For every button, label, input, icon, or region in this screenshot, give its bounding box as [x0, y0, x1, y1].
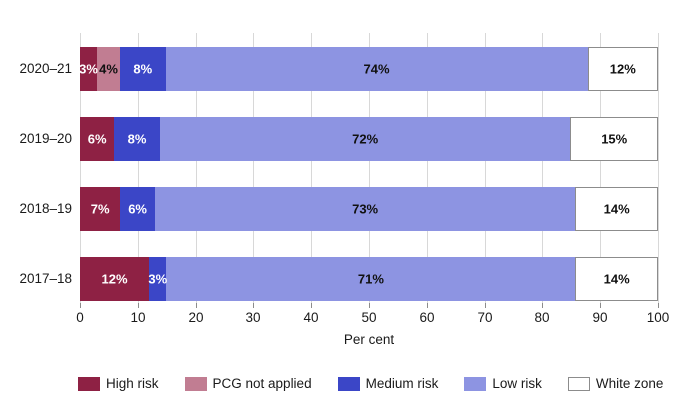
grid-line-30 [253, 33, 254, 303]
bar-segment: 74% [165, 47, 588, 91]
segment-value-label: 7% [90, 201, 110, 217]
bar-segment: 12% [587, 47, 658, 91]
plot-area: 3% 4% 8% 74% 12% 6% 8% 72% 15% 7% 6% 73% 14% 12% 3% 71%… [79, 33, 659, 303]
segment-value-label: 12% [101, 271, 128, 287]
segment-value-label: 8% [133, 61, 153, 77]
segment-value-label: 3% [148, 271, 168, 287]
legend-label: PCG not applied [212, 376, 312, 391]
segment-value-label: 6% [87, 131, 107, 147]
y-axis-label-2020–21: 2020–21 [19, 61, 72, 76]
x-tick-label-10: 10 [130, 310, 146, 325]
x-tick-mark-0 [80, 303, 81, 308]
x-tick-label-80: 80 [534, 310, 550, 325]
bar-row-2020–21: 3% 4% 8% 74% 12% [79, 47, 658, 91]
x-tick-label-70: 70 [477, 310, 493, 325]
x-tick-mark-70 [485, 303, 486, 308]
legend-item-low-risk: Low risk [464, 376, 542, 391]
x-tick-label-100: 100 [646, 310, 670, 325]
bar-segment: 3% [148, 257, 168, 301]
bar-segment: 8% [114, 117, 160, 161]
legend-swatch-icon [184, 376, 207, 391]
x-axis-title: Per cent [343, 332, 395, 347]
y-axis-label-2018–19: 2018–19 [19, 201, 72, 216]
bar-row-2019–20: 6% 8% 72% 15% [80, 117, 658, 161]
segment-value-label: 3% [79, 61, 98, 77]
bar-segment: 14% [575, 187, 658, 231]
x-tick-label-50: 50 [361, 310, 377, 325]
legend-label: White zone [595, 376, 664, 391]
y-axis-label-2017–18: 2017–18 [19, 271, 72, 286]
segment-value-label: 8% [127, 131, 147, 147]
segment-value-label: 73% [352, 201, 379, 217]
segment-value-label: 74% [363, 61, 390, 77]
grid-line-100 [658, 33, 659, 303]
x-tick-mark-30 [253, 303, 254, 308]
segment-value-label: 15% [601, 131, 628, 147]
bar-segment: 6% [120, 187, 155, 231]
legend-item-pcg-not-applied: PCG not applied [184, 376, 312, 391]
x-tick-label-20: 20 [188, 310, 204, 325]
x-tick-label-30: 30 [245, 310, 261, 325]
grid-line-40 [311, 33, 312, 303]
bar-segment: 14% [575, 257, 658, 301]
bar-segment: 12% [80, 257, 150, 301]
x-tick-mark-20 [196, 303, 197, 308]
legend: High risk PCG not applied Medium risk Low r… [78, 376, 663, 391]
segment-value-label: 14% [603, 201, 630, 217]
segment-value-label: 6% [128, 201, 147, 217]
bar-segment: 4% [97, 47, 120, 91]
legend-swatch-icon [337, 376, 360, 391]
bar-segment: 73% [154, 187, 576, 231]
x-tick-mark-100 [658, 303, 659, 308]
segment-value-label: 12% [609, 61, 636, 77]
x-tick-label-90: 90 [592, 310, 608, 325]
grid-line-10 [138, 33, 139, 303]
segment-value-label: 4% [99, 61, 118, 77]
bar-row-2017–18: 12% 3% 71% 14% [80, 257, 658, 301]
x-tick-label-60: 60 [419, 310, 435, 325]
bar-segment: 3% [79, 47, 98, 91]
x-tick-mark-40 [311, 303, 312, 308]
legend-swatch-icon [567, 376, 590, 391]
bar-segment: 71% [166, 257, 576, 301]
x-tick-mark-60 [427, 303, 428, 308]
x-tick-mark-50 [369, 303, 370, 308]
legend-item-high-risk: High risk [78, 376, 159, 391]
grid-line-70 [485, 33, 486, 303]
bar-segment: 72% [159, 117, 571, 161]
bar-segment: 7% [80, 187, 121, 231]
bar-segment: 8% [119, 47, 166, 91]
x-tick-mark-90 [600, 303, 601, 308]
x-tick-label-40: 40 [303, 310, 319, 325]
bar-segment: 15% [570, 117, 658, 161]
y-axis-label-2019–20: 2019–20 [19, 131, 72, 146]
bar-row-2018–19: 7% 6% 73% 14% [80, 187, 658, 231]
legend-item-white-zone: White zone [567, 376, 664, 391]
segment-value-label: 71% [357, 271, 384, 287]
legend-label: High risk [106, 376, 159, 391]
legend-label: Low risk [492, 376, 542, 391]
grid-line-20 [196, 33, 197, 303]
grid-line-0 [80, 33, 81, 303]
grid-line-90 [600, 33, 601, 303]
x-tick-mark-80 [542, 303, 543, 308]
grid-line-80 [542, 33, 543, 303]
segment-value-label: 14% [603, 271, 630, 287]
x-tick-mark-10 [138, 303, 139, 308]
legend-item-medium-risk: Medium risk [337, 376, 439, 391]
legend-label: Medium risk [365, 376, 439, 391]
legend-swatch-icon [78, 376, 100, 391]
grid-line-60 [427, 33, 428, 303]
legend-swatch-icon [464, 376, 487, 391]
segment-value-label: 72% [352, 131, 379, 147]
bar-segment: 6% [80, 117, 115, 161]
grid-line-50 [369, 33, 370, 303]
x-tick-label-0: 0 [76, 310, 84, 325]
